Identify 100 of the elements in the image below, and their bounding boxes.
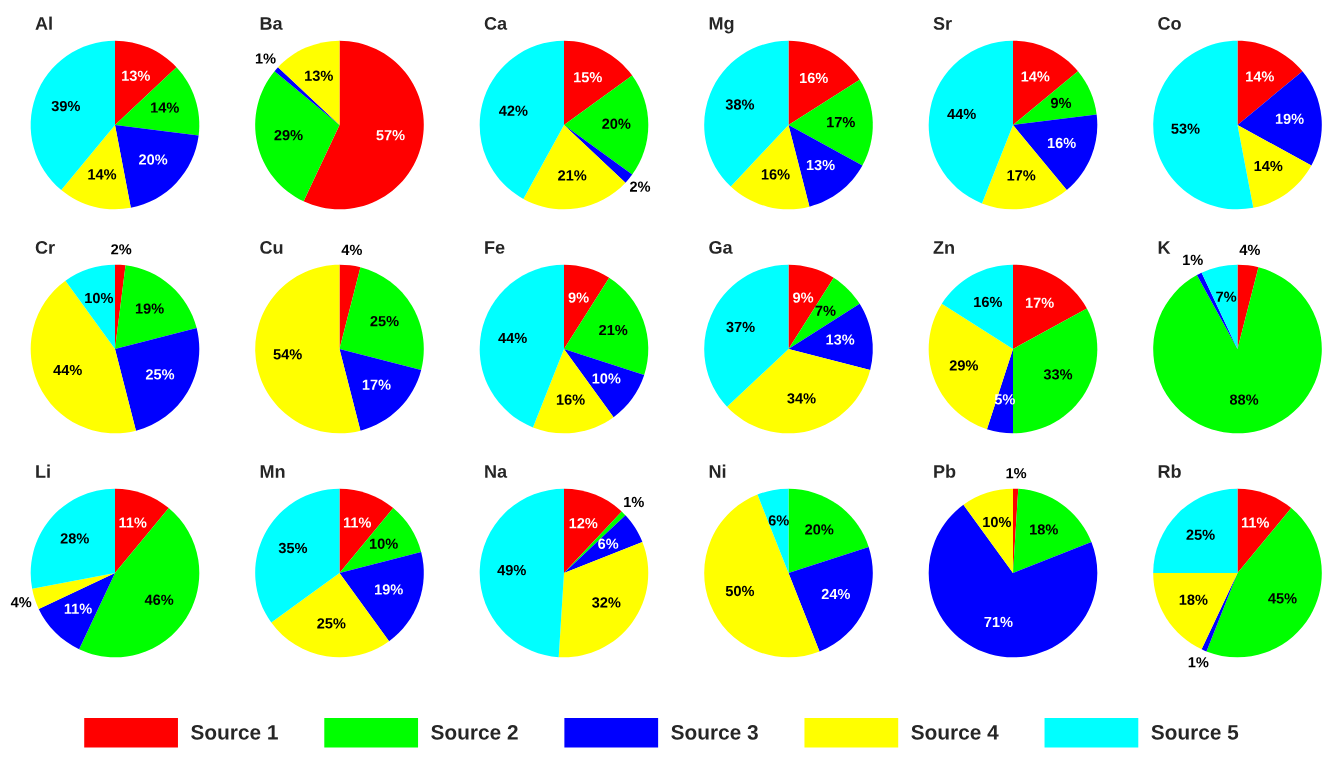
data-label: 49%	[497, 564, 526, 576]
data-label: 28%	[60, 533, 89, 544]
data-label: 29%	[274, 129, 303, 141]
pie-slice	[727, 349, 871, 434]
pie-slice	[255, 264, 361, 434]
pie-slice	[303, 40, 424, 210]
legend-label: Source 4	[911, 724, 999, 740]
data-label: 17%	[827, 116, 855, 128]
pie-slice	[1153, 488, 1238, 573]
pie-slice	[1153, 573, 1238, 650]
pie-slice	[1013, 264, 1087, 349]
data-label: 11%	[119, 517, 147, 528]
pie-slice	[704, 264, 789, 407]
data-label: 4%	[10, 597, 32, 608]
data-label: 25%	[370, 315, 399, 327]
data-label: 44%	[498, 332, 527, 344]
data-label: 1%	[1183, 254, 1203, 265]
data-label: 15%	[574, 72, 602, 83]
data-label: 1%	[1188, 657, 1209, 668]
data-label: 10%	[983, 516, 1012, 528]
chart-title: Mn	[260, 465, 285, 478]
data-label: 13%	[806, 159, 835, 171]
data-label: 71%	[984, 616, 1013, 628]
data-label: 42%	[499, 105, 528, 116]
data-label: 11%	[1241, 517, 1270, 528]
pie-slice	[986, 349, 1013, 434]
data-label: 53%	[1171, 123, 1200, 134]
data-label: 19%	[135, 303, 164, 314]
pie-slice	[757, 488, 789, 573]
pie-slice	[1013, 40, 1078, 125]
pie-slice	[564, 488, 622, 573]
data-label: 32%	[592, 597, 621, 608]
pie-slice	[115, 265, 197, 349]
data-label: 19%	[1275, 113, 1304, 124]
data-label: 13%	[305, 70, 333, 81]
pie-slice	[115, 67, 200, 136]
data-label: 9%	[568, 292, 589, 303]
data-label: 17%	[1025, 297, 1054, 308]
pie-slice	[928, 504, 1098, 658]
pie-slice	[1013, 71, 1097, 125]
data-label: 10%	[369, 538, 398, 549]
pie-slice	[1237, 125, 1312, 208]
pie-slice	[564, 511, 626, 573]
data-label: 2%	[111, 244, 132, 255]
data-label: 54%	[273, 349, 302, 360]
data-label: 50%	[725, 585, 755, 597]
pie-slice	[255, 71, 340, 202]
pie-slice	[1153, 267, 1322, 434]
chart-title: Ba	[260, 17, 283, 30]
data-label: 14%	[1021, 71, 1050, 82]
pie-slice	[274, 67, 340, 125]
chart-title: Al	[35, 16, 52, 30]
data-label: 25%	[145, 369, 175, 380]
pie-slice	[1013, 308, 1098, 434]
data-label: 37%	[726, 321, 755, 333]
data-label: 14%	[1246, 71, 1274, 82]
data-label: 20%	[805, 524, 834, 535]
data-label: 6%	[768, 515, 789, 526]
pie-slice	[704, 40, 789, 187]
data-label: 16%	[556, 394, 585, 405]
data-label: 14%	[1254, 160, 1283, 172]
pie-slice	[1013, 488, 1092, 573]
data-label: 17%	[1007, 170, 1036, 181]
data-label: 16%	[761, 169, 790, 180]
data-label: 18%	[1030, 524, 1058, 535]
data-label: 44%	[53, 364, 82, 376]
pie-slice	[65, 264, 115, 349]
data-label: 33%	[1043, 369, 1073, 380]
legend-label: Source 2	[431, 724, 518, 740]
chart-title: K	[1158, 241, 1171, 254]
data-label: 38%	[725, 99, 755, 110]
pie-slice	[941, 264, 1013, 349]
data-label: 39%	[51, 100, 81, 112]
pie-slice	[339, 349, 422, 431]
pie-slice	[339, 508, 422, 573]
legend-label: Source 1	[191, 724, 278, 740]
data-label: 7%	[1216, 291, 1237, 302]
pie-slice	[1237, 40, 1303, 125]
legend-label: Source 5	[1151, 724, 1239, 740]
pie-slice	[788, 546, 873, 652]
data-label: 20%	[602, 118, 631, 129]
data-label: 34%	[787, 393, 816, 404]
pie-slice	[1237, 488, 1292, 573]
data-label: 2%	[629, 181, 651, 192]
pie-slice	[115, 125, 199, 208]
chart-title: Cu	[260, 241, 283, 254]
chart-title: Co	[1158, 17, 1181, 30]
data-label: 9%	[1050, 97, 1072, 109]
data-label: 11%	[64, 603, 92, 614]
data-label: 13%	[826, 334, 855, 345]
pie-slice	[788, 488, 869, 573]
data-label: 17%	[362, 379, 391, 390]
chart-title: Ni	[709, 464, 726, 478]
chart-title: Li	[36, 464, 50, 478]
data-label: 7%	[815, 305, 836, 316]
data-label: 25%	[1186, 529, 1215, 540]
data-label: 45%	[1268, 593, 1297, 604]
pie-slice	[1201, 264, 1238, 349]
data-label: 16%	[1047, 137, 1076, 149]
data-label: 20%	[139, 154, 168, 165]
